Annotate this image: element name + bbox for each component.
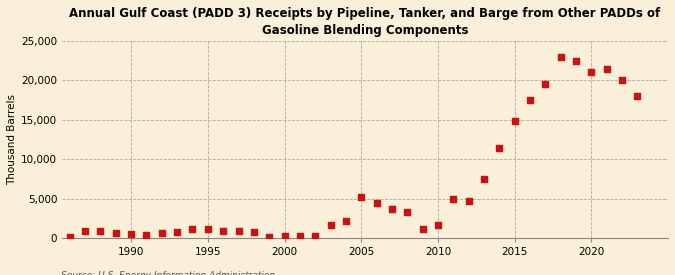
Point <box>95 229 106 233</box>
Point <box>248 230 259 234</box>
Point <box>540 82 551 86</box>
Point <box>80 229 90 233</box>
Point <box>111 231 122 235</box>
Point <box>448 196 459 201</box>
Point <box>187 227 198 232</box>
Point <box>310 234 321 239</box>
Point <box>524 98 535 102</box>
Point <box>601 67 612 72</box>
Point <box>126 232 136 236</box>
Point <box>463 199 474 203</box>
Point <box>64 235 75 240</box>
Text: Source: U.S. Energy Information Administration: Source: U.S. Energy Information Administ… <box>61 271 275 275</box>
Point <box>279 234 290 239</box>
Point <box>570 58 581 63</box>
Point <box>617 78 628 82</box>
Point <box>171 230 182 234</box>
Point <box>402 210 412 214</box>
Point <box>586 70 597 75</box>
Title: Annual Gulf Coast (PADD 3) Receipts by Pipeline, Tanker, and Barge from Other PA: Annual Gulf Coast (PADD 3) Receipts by P… <box>70 7 661 37</box>
Point <box>218 229 229 233</box>
Point <box>233 229 244 233</box>
Point <box>264 235 275 240</box>
Point <box>479 177 489 181</box>
Point <box>356 195 367 199</box>
Point <box>509 118 520 123</box>
Point <box>433 223 443 228</box>
Point <box>202 227 213 232</box>
Point <box>157 230 167 235</box>
Point <box>371 201 382 205</box>
Point <box>325 223 336 228</box>
Point <box>141 233 152 237</box>
Point <box>556 54 566 59</box>
Point <box>294 234 305 239</box>
Point <box>494 146 505 150</box>
Point <box>387 207 398 211</box>
Point <box>340 219 351 224</box>
Point <box>632 94 643 98</box>
Y-axis label: Thousand Barrels: Thousand Barrels <box>7 94 17 185</box>
Point <box>417 227 428 232</box>
